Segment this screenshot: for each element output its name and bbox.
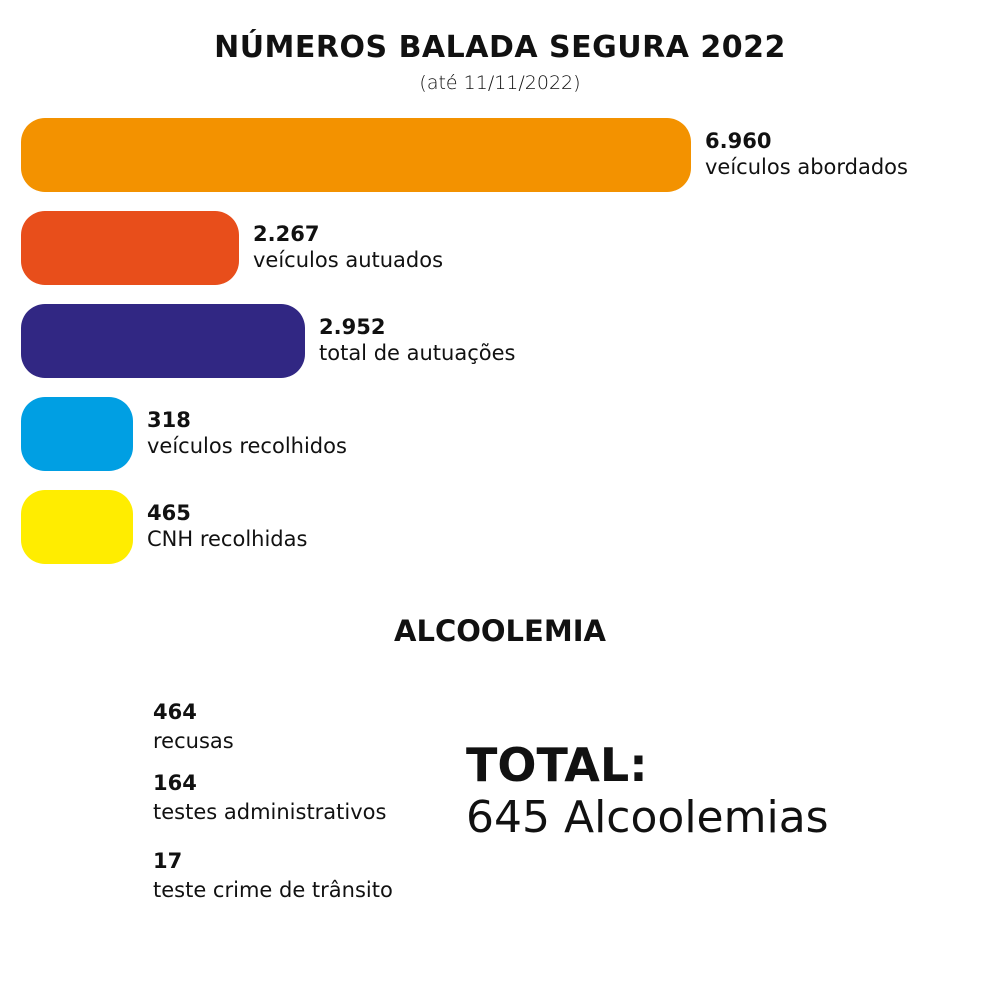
- bar-label-4: 318 veículos recolhidos: [147, 407, 347, 460]
- bar-category-label: veículos abordados: [705, 155, 908, 180]
- total-text: 645 Alcoolemias: [466, 792, 829, 843]
- bar-label-1: 6.960 veículos abordados: [705, 128, 908, 181]
- bar-label-3: 2.952 total de autuações: [319, 314, 515, 367]
- stat-recusas: 464 recusas: [153, 698, 234, 757]
- bar-value-label: 2.952: [319, 315, 386, 339]
- bar-4: [21, 397, 133, 471]
- bar-category-label: veículos recolhidos: [147, 434, 347, 459]
- bar-value-label: 318: [147, 408, 191, 432]
- bar-5: [21, 490, 133, 564]
- stat-label: testes administrativos: [153, 800, 387, 825]
- bar-value-label: 6.960: [705, 129, 772, 153]
- bar-label-2: 2.267 veículos autuados: [253, 221, 443, 274]
- bar-value-label: 2.267: [253, 222, 320, 246]
- bar-2: [21, 211, 239, 285]
- stat-value: 164: [153, 771, 197, 795]
- total-block: TOTAL: 645 Alcoolemias: [466, 738, 829, 843]
- chart-subtitle: (até 11/11/2022): [419, 72, 581, 94]
- bar-category-label: CNH recolhidas: [147, 527, 308, 552]
- bar-3: [21, 304, 305, 378]
- chart-title: NÚMEROS BALADA SEGURA 2022: [214, 30, 786, 65]
- stat-label: teste crime de trânsito: [153, 878, 393, 903]
- stat-label: recusas: [153, 729, 234, 754]
- stat-value: 464: [153, 700, 197, 724]
- bar-label-5: 465 CNH recolhidas: [147, 500, 307, 553]
- bar-1: [21, 118, 691, 192]
- stat-testes-administrativos: 164 testes administrativos: [153, 769, 386, 828]
- stat-teste-crime: 17 teste crime de trânsito: [153, 847, 393, 906]
- bar-value-label: 465: [147, 501, 191, 525]
- alcoolemia-title: ALCOOLEMIA: [394, 614, 606, 648]
- stat-value: 17: [153, 849, 183, 873]
- bar-chart: 6.960 veículos abordados 2.267 veículos aut…: [21, 118, 908, 564]
- bar-category-label: veículos autuados: [253, 248, 444, 273]
- bar-category-label: total de autuações: [319, 341, 516, 366]
- total-heading: TOTAL:: [466, 738, 648, 792]
